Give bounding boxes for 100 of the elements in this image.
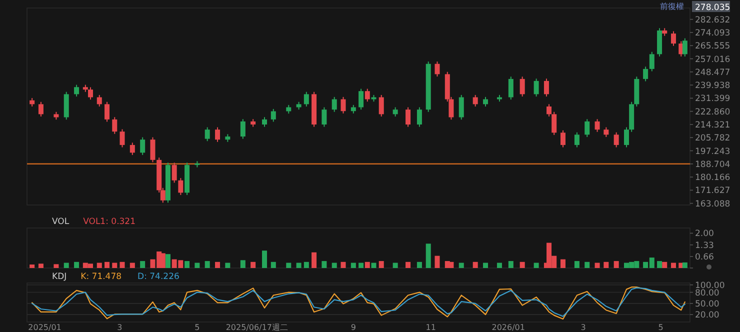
candlestick bbox=[64, 91, 69, 120]
candlestick bbox=[378, 94, 384, 118]
candlestick bbox=[120, 128, 125, 148]
bar bbox=[496, 262, 502, 268]
candlestick bbox=[215, 126, 220, 142]
candlestick bbox=[670, 30, 676, 46]
bar bbox=[140, 261, 146, 268]
bar bbox=[657, 261, 662, 268]
candlestick bbox=[574, 132, 580, 148]
text: D: 74.226 bbox=[138, 272, 180, 282]
x-tick-label: 3 bbox=[117, 323, 122, 332]
bar bbox=[594, 262, 600, 268]
x-tick-label: 3 bbox=[580, 323, 586, 332]
candlestick bbox=[649, 51, 654, 72]
bar bbox=[392, 262, 398, 268]
candlestick bbox=[332, 96, 337, 112]
bar bbox=[364, 262, 370, 268]
y-tick-label: 188.704 bbox=[695, 160, 730, 170]
bar bbox=[534, 262, 539, 268]
y-tick-label: 2.00 bbox=[695, 229, 714, 240]
candlestick bbox=[416, 106, 422, 128]
candlestick bbox=[560, 130, 566, 148]
bar bbox=[240, 260, 246, 268]
candlestick bbox=[552, 111, 557, 136]
bar bbox=[120, 262, 125, 268]
y-tick-label: 197.243 bbox=[695, 146, 730, 157]
candlestick bbox=[392, 106, 398, 118]
bar bbox=[184, 261, 190, 268]
bar bbox=[458, 262, 464, 268]
y-tick-label: 163.088 bbox=[695, 199, 730, 210]
candlestick bbox=[304, 91, 309, 107]
bar bbox=[584, 262, 590, 268]
bar bbox=[225, 262, 230, 268]
bar bbox=[215, 262, 220, 268]
candlestick bbox=[364, 88, 370, 102]
candlestick bbox=[74, 84, 80, 97]
chart-title: KDJ bbox=[52, 272, 67, 282]
y-tick-label: 205.782 bbox=[695, 134, 730, 144]
candlestick bbox=[624, 126, 629, 148]
bar bbox=[520, 262, 525, 268]
bar bbox=[296, 262, 302, 268]
text: 278.035 bbox=[695, 3, 730, 13]
candlestick bbox=[508, 76, 514, 100]
bar bbox=[64, 262, 69, 268]
candlestick bbox=[657, 28, 662, 57]
y-tick-label: 171.627 bbox=[695, 186, 730, 196]
candlestick bbox=[38, 101, 44, 118]
bar bbox=[560, 259, 566, 268]
y-tick-label: 231.399 bbox=[695, 94, 730, 104]
candlestick bbox=[434, 61, 440, 77]
candlestick bbox=[472, 94, 478, 107]
candlestick bbox=[240, 118, 246, 140]
bar bbox=[682, 262, 688, 268]
x-tick-label: 9 bbox=[350, 323, 356, 332]
bar bbox=[332, 262, 337, 268]
candlestick bbox=[130, 142, 135, 156]
candlestick bbox=[534, 78, 539, 97]
bar bbox=[312, 252, 317, 268]
candlestick bbox=[682, 38, 688, 57]
bar bbox=[448, 262, 454, 268]
bar bbox=[350, 262, 356, 268]
bar bbox=[194, 262, 200, 268]
bar bbox=[30, 264, 35, 268]
bar bbox=[604, 262, 609, 268]
bar bbox=[472, 262, 478, 268]
bar bbox=[434, 256, 440, 268]
y-tick-label: 274.093 bbox=[695, 28, 730, 38]
y-tick-label: 257.016 bbox=[695, 54, 730, 65]
candlestick bbox=[458, 94, 464, 120]
bar bbox=[112, 262, 118, 268]
x-tick-label: 11 bbox=[426, 323, 436, 332]
bar bbox=[662, 262, 668, 268]
bar bbox=[340, 262, 346, 268]
y-tick-label: 239.938 bbox=[695, 81, 730, 92]
y-tick-label: 248.477 bbox=[695, 68, 730, 78]
bar bbox=[204, 261, 210, 268]
bar bbox=[304, 262, 309, 268]
bar bbox=[165, 254, 170, 268]
y-tick-label: 50.00 bbox=[695, 299, 720, 310]
candlestick bbox=[262, 116, 268, 128]
y-tick-label: 282.632 bbox=[695, 15, 730, 26]
y-tick-label: 80.00 bbox=[695, 288, 720, 298]
candlestick bbox=[112, 116, 118, 134]
candlestick bbox=[584, 118, 590, 138]
candlestick bbox=[483, 96, 488, 107]
candlestick bbox=[614, 132, 619, 148]
text: VOL1: 0.321 bbox=[83, 217, 136, 227]
candlestick bbox=[520, 76, 525, 97]
bar bbox=[38, 264, 44, 268]
y-tick-label: 214.321 bbox=[695, 120, 730, 130]
candlestick bbox=[340, 96, 346, 114]
bar bbox=[250, 262, 256, 268]
bar bbox=[416, 262, 422, 268]
annotation: 前復權 bbox=[660, 2, 684, 11]
candlestick bbox=[270, 108, 276, 122]
y-tick-label: 265.555 bbox=[695, 42, 730, 52]
bar bbox=[670, 262, 676, 268]
candlestick bbox=[544, 78, 549, 97]
y-tick-label: 222.860 bbox=[695, 107, 730, 118]
x-tick-label: 5 bbox=[658, 323, 664, 332]
